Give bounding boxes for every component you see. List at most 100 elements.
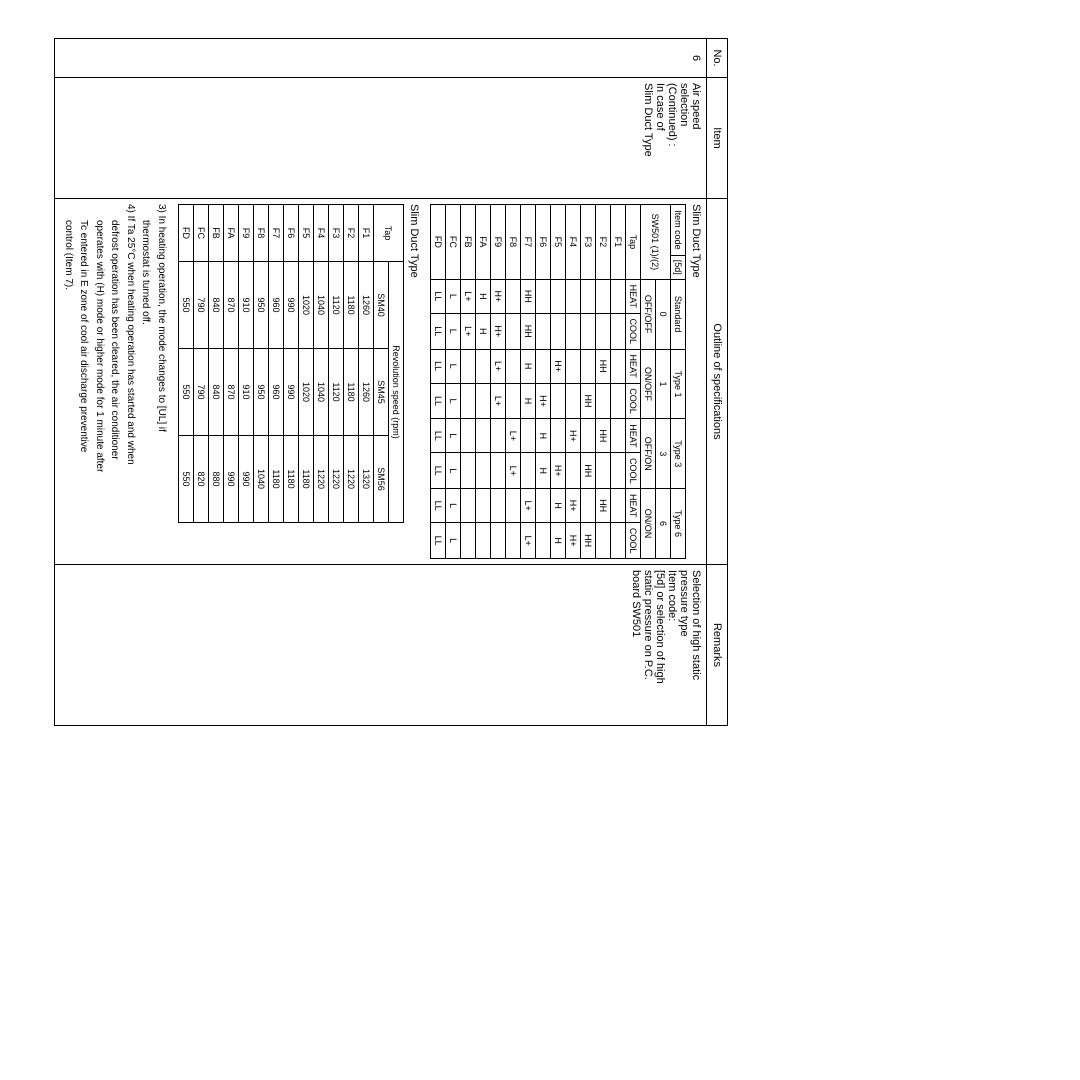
row-remarks: Selection of high static pressure type I… — [55, 565, 707, 726]
item-line: Slim Duct Type — [642, 83, 654, 193]
note-line: 4) If Ta 25°C when heating operation has… — [124, 204, 138, 559]
rpm-cell: 790 — [194, 349, 209, 436]
rpm-cell: 950 — [254, 262, 269, 349]
outline-title: Slim Duct Type — [690, 204, 702, 559]
rpm-cell: 1220 — [344, 436, 359, 523]
type-tap-cell — [461, 489, 476, 523]
type-tap-cell: H — [476, 279, 491, 313]
type-tap-cell: LL — [431, 279, 446, 313]
type-tap-row: FBL+L+ — [461, 205, 476, 559]
type-tap-cell — [581, 313, 596, 349]
type-tap-cell: H — [521, 383, 536, 419]
type-tap-cell: LL — [431, 313, 446, 349]
rpm-cell: F9 — [239, 205, 254, 262]
t1-cool: COOL — [626, 313, 641, 349]
type-tap-cell — [551, 419, 566, 453]
rpm-cell: 790 — [194, 262, 209, 349]
type-tap-cell — [506, 523, 521, 559]
note-line: thermostat is turned off. — [139, 204, 153, 559]
rpm-cell: 1220 — [329, 436, 344, 523]
type-tap-cell: F2 — [596, 205, 611, 280]
t1-heat: HEAT — [626, 349, 641, 383]
rpm-cell: F1 — [359, 205, 374, 262]
rpm-cell: 880 — [209, 436, 224, 523]
t2-rev: Revolution speed (rpm) — [389, 262, 404, 523]
rpm-cell: F7 — [269, 205, 284, 262]
rpm-row: F89509501040 — [254, 205, 269, 523]
type-tap-cell: H — [536, 453, 551, 489]
t1-onoff: ON/OFF — [641, 349, 656, 419]
rpm-cell: 550 — [179, 349, 194, 436]
type-tap-cell: L+ — [521, 489, 536, 523]
note-line: Tc entered in E zone of cool air dischar… — [77, 204, 91, 559]
rpm-cell: 550 — [179, 436, 194, 523]
rpm-cell: 990 — [224, 436, 239, 523]
rpm-cell: 870 — [224, 349, 239, 436]
rpm-cell: 1020 — [299, 262, 314, 349]
type-tap-row: FCLLLLLLLL — [446, 205, 461, 559]
t2-c2: SM45 — [374, 349, 389, 436]
rpm-cell: 1180 — [269, 436, 284, 523]
rpm-cell: 840 — [209, 262, 224, 349]
type-tap-cell: F9 — [491, 205, 506, 280]
type-tap-cell — [566, 349, 581, 383]
type-tap-cell: F5 — [551, 205, 566, 280]
type-tap-cell: L — [446, 279, 461, 313]
type-tap-cell — [596, 453, 611, 489]
type-tap-cell — [611, 523, 626, 559]
type-tap-cell: F4 — [566, 205, 581, 280]
table2-title: Slim Duct Type — [408, 204, 420, 559]
type-tap-cell — [596, 279, 611, 313]
rpm-cell: 960 — [269, 262, 284, 349]
t1-std: Standard — [671, 279, 686, 349]
rpm-cell: 950 — [254, 349, 269, 436]
type-tap-cell: F8 — [506, 205, 521, 280]
rpm-cell: 1120 — [329, 349, 344, 436]
type-tap-cell: LL — [431, 453, 446, 489]
row-outline: Slim Duct Type Item code [5d] Standard T… — [55, 199, 707, 565]
item-line: (Continued) : — [666, 83, 678, 193]
t1-cool: COOL — [626, 383, 641, 419]
type-tap-cell: L — [446, 383, 461, 419]
type-tap-cell: HH — [581, 383, 596, 419]
type-tap-cell: F1 — [611, 205, 626, 280]
rpm-cell: 910 — [239, 349, 254, 436]
type-tap-cell — [476, 489, 491, 523]
type-tap-cell: H — [551, 489, 566, 523]
rpm-table: Tap Revolution speed (rpm) SM40 SM45 SM5… — [178, 204, 404, 523]
t1-t6: Type 6 — [671, 489, 686, 559]
type-tap-cell — [566, 453, 581, 489]
t1-code-val: [5d] — [671, 255, 686, 279]
type-tap-cell — [566, 279, 581, 313]
type-tap-cell: HH — [596, 419, 611, 453]
t1-item-code: Item code — [671, 205, 686, 256]
t1-cool: COOL — [626, 523, 641, 559]
rpm-cell: 1120 — [329, 262, 344, 349]
type-tap-row: F6H+HH — [536, 205, 551, 559]
header-remarks: Remarks — [707, 565, 728, 726]
rpm-cell: 990 — [284, 262, 299, 349]
rpm-cell: FB — [209, 205, 224, 262]
remarks-line: Item code: — [666, 570, 678, 720]
type-tap-cell — [461, 349, 476, 383]
t2-c3: SM56 — [374, 436, 389, 523]
rpm-cell: 1180 — [299, 436, 314, 523]
type-tap-cell: L — [446, 453, 461, 489]
remarks-line: board SW501 — [630, 570, 642, 720]
t2-tap: Tap — [374, 205, 404, 262]
rpm-cell: F4 — [314, 205, 329, 262]
note-line: defrost operation has been cleared, the … — [108, 204, 122, 559]
t1-heat: HEAT — [626, 419, 641, 453]
type-tap-cell — [476, 419, 491, 453]
type-tap-cell — [611, 349, 626, 383]
type-tap-cell: H — [476, 313, 491, 349]
type-tap-cell: H+ — [566, 489, 581, 523]
rpm-cell: F3 — [329, 205, 344, 262]
type-tap-cell: LL — [431, 523, 446, 559]
type-tap-cell — [506, 383, 521, 419]
remarks-line: pressure type — [678, 570, 690, 720]
type-tap-cell — [521, 419, 536, 453]
type-tap-cell — [521, 453, 536, 489]
type-tap-cell: H+ — [566, 419, 581, 453]
rpm-cell: 550 — [179, 262, 194, 349]
